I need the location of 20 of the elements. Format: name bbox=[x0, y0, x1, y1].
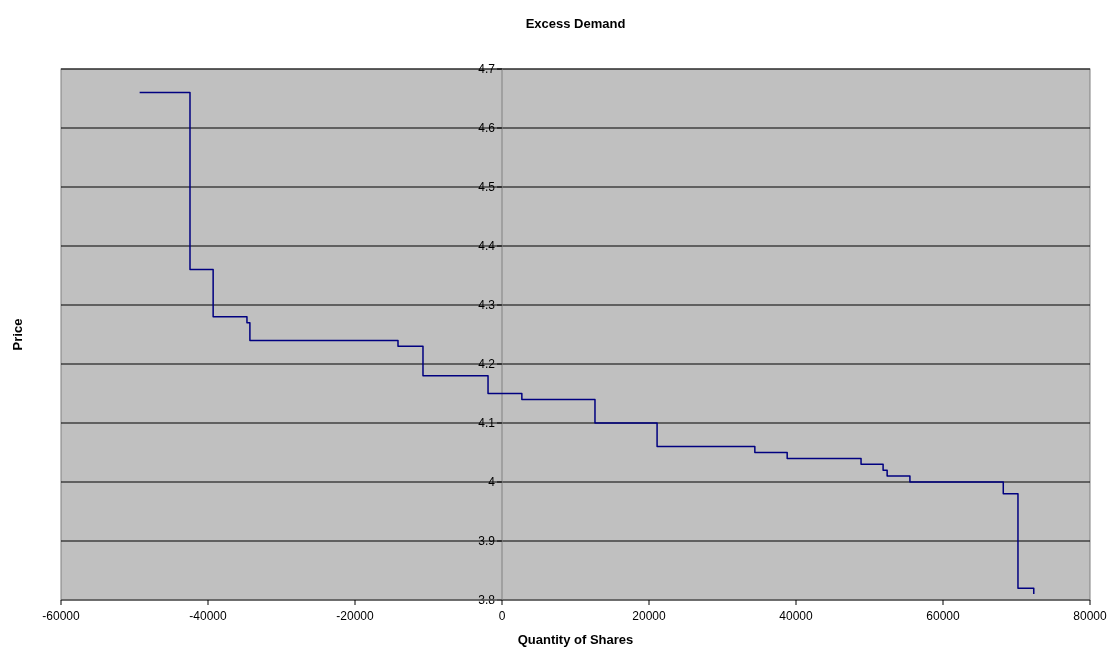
y-tick-label: 3.9 bbox=[478, 534, 496, 548]
y-tick-label: 3.8 bbox=[478, 593, 496, 607]
y-tick-label: 4.5 bbox=[478, 180, 496, 194]
y-tick-label: 4.4 bbox=[478, 239, 496, 253]
chart-title: Excess Demand bbox=[525, 16, 626, 31]
x-tick-label: 20000 bbox=[632, 609, 667, 623]
x-tick-label: 60000 bbox=[926, 609, 961, 623]
x-axis-title: Quantity of Shares bbox=[517, 632, 634, 647]
x-tick-label: -60000 bbox=[42, 609, 80, 623]
y-tick-label: 4.2 bbox=[478, 357, 496, 371]
x-tick-label: -20000 bbox=[336, 609, 374, 623]
x-tick-label: 0 bbox=[498, 609, 506, 623]
y-tick-label: 4.3 bbox=[478, 298, 496, 312]
y-tick-label: 4.6 bbox=[478, 121, 496, 135]
y-tick-label: 4.1 bbox=[478, 416, 496, 430]
x-tick-label: 80000 bbox=[1073, 609, 1108, 623]
y-tick-label: 4 bbox=[488, 475, 496, 489]
x-tick-label: 40000 bbox=[779, 609, 814, 623]
x-tick-label: -40000 bbox=[189, 609, 227, 623]
y-axis-title: Price bbox=[10, 318, 25, 351]
